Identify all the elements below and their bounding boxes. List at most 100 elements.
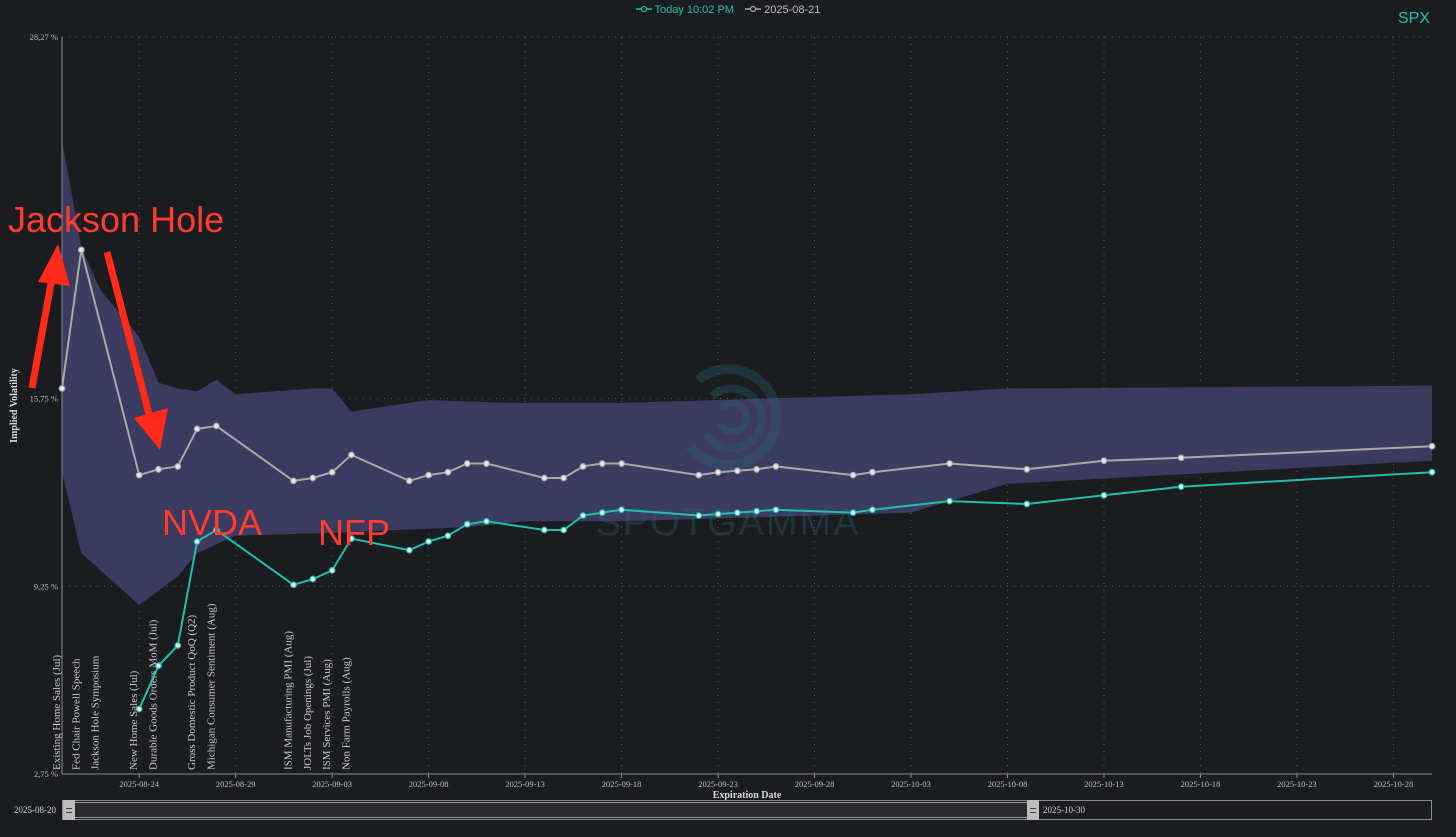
prior-data-point [598, 460, 606, 467]
date-range-slider[interactable] [62, 800, 1432, 820]
x-tick-label: 2025-10-08 [988, 779, 1028, 789]
today-data-point [598, 509, 606, 517]
event-label: Jackson Hole Symposium [90, 655, 102, 770]
prior-data-point [1100, 457, 1108, 465]
today-data-point [425, 538, 433, 545]
prior-data-point [1428, 442, 1436, 450]
event-labels: Existing Home Sales (Jul) Fed Chair Powel… [51, 603, 352, 770]
range-start-label: 2025-08-20 [14, 805, 56, 815]
x-tick-label: 2025-09-03 [312, 779, 352, 789]
today-data-point [1428, 468, 1436, 476]
today-data-point [348, 535, 355, 543]
x-tick-label: 2025-10-23 [1277, 779, 1317, 789]
x-tick-label: 2025-10-03 [891, 779, 931, 789]
today-data-point [1023, 500, 1031, 508]
annotation-nvda: NVDA [162, 502, 262, 543]
today-data-point [328, 567, 336, 574]
legend-item-today[interactable]: Today 10:02 PM [635, 4, 737, 16]
x-tick-label: 2025-10-28 [1374, 779, 1414, 789]
x-tick-label: 2025-09-18 [602, 779, 642, 789]
prior-data-point [579, 463, 587, 470]
prior-data-point [483, 460, 490, 467]
today-data-point [174, 642, 182, 649]
prior-data-point [135, 471, 143, 479]
annotation-jackson-hole: Jackson Hole [8, 199, 224, 240]
prior-data-point [869, 468, 876, 476]
prior-data-point [946, 460, 954, 467]
prior-data-point [58, 385, 66, 392]
prior-data-point [753, 465, 761, 473]
today-data-point [714, 510, 722, 518]
today-data-point [618, 506, 625, 514]
today-data-point [155, 662, 162, 670]
x-tick-label: 2025-09-28 [795, 779, 835, 789]
prior-data-point [309, 474, 317, 482]
today-data-point [733, 509, 741, 517]
watermark-text: SPOTGAMMA [595, 502, 860, 544]
today-data-point [193, 538, 201, 545]
axes: 2,75 % 9,25 % 15,75 % 28,27 % 2025-08-24 2025… [9, 32, 1432, 801]
iv-band-area [62, 140, 1432, 606]
today-data-point [290, 581, 297, 589]
prior-data-point [212, 422, 220, 430]
prior-data-point [328, 468, 336, 476]
line-marker-icon [635, 5, 652, 13]
prior-data-point [560, 474, 568, 482]
prior-data-point [290, 477, 297, 485]
range-end-label: 2025-10-30 [1043, 805, 1085, 815]
event-label: ISM Manufacturing PMI (Aug) [283, 631, 295, 770]
range-start-handle[interactable] [63, 800, 75, 820]
event-label: JOLTs Job Openings (Jul) [302, 656, 314, 770]
today-data-point [946, 497, 954, 505]
prior-data-point [174, 463, 182, 470]
range-selection[interactable] [69, 802, 1029, 818]
prior-data-point [695, 471, 703, 479]
legend-today-label: Today 10:02 PM [654, 4, 734, 16]
today-data-point [772, 506, 780, 514]
today-data-point [212, 526, 220, 534]
chart-legend: Today 10:02 PM 2025-08-21 [0, 4, 1456, 16]
x-tick-label: 2025-10-18 [1181, 779, 1221, 789]
today-data-point [753, 507, 761, 515]
arrow-up-icon [28, 244, 70, 389]
legend-prior-label: 2025-08-21 [764, 4, 821, 16]
today-data-point [483, 517, 490, 525]
spotgamma-watermark: SPOTGAMMA [595, 364, 860, 544]
series [58, 246, 1436, 713]
line-marker-icon [745, 5, 762, 13]
y-tick-label: 9,25 % [34, 581, 58, 591]
prior-data-point [714, 468, 722, 476]
today-data-point [135, 705, 143, 713]
annotations: Jackson Hole NVDA NFP [8, 199, 390, 553]
today-data-point [405, 546, 413, 554]
today-data-point [1100, 491, 1108, 499]
arrow-down-icon [103, 251, 168, 450]
event-label: Non Farm Payrolls (Aug) [340, 657, 352, 770]
y-axis-title: Implied Volatility [9, 368, 20, 443]
x-tick-label: 2025-09-13 [505, 779, 545, 789]
prior-data-point [193, 425, 201, 433]
legend-item-prior[interactable]: 2025-08-21 [745, 4, 820, 16]
prior-data-point [1023, 465, 1031, 473]
event-label: Durable Goods Orders MoM (Jul) [148, 619, 160, 770]
prior-data-point [733, 467, 741, 475]
x-tick-label: 2025-08-24 [119, 779, 159, 789]
prior-data-point [348, 451, 355, 459]
ticker-symbol: SPX [1397, 10, 1430, 27]
prior-data-point [444, 468, 452, 476]
today-data-point [463, 520, 471, 528]
event-label: Michigan Consumer Sentiment (Aug) [205, 603, 217, 770]
prior-data-point [463, 460, 471, 467]
y-tick-label: 15,75 % [30, 394, 58, 404]
today-data-point [579, 512, 587, 519]
today-data-point [849, 509, 857, 517]
prior-data-point [77, 246, 85, 254]
event-label: ISM Services PMI (Aug) [321, 659, 333, 770]
today-data-point [560, 526, 568, 534]
today-data-point [540, 526, 548, 534]
y-tick-label: 2,75 % [34, 769, 58, 779]
prior-data-point [772, 463, 780, 470]
range-end-handle[interactable] [1027, 800, 1039, 820]
iv-range-band [62, 140, 1432, 606]
